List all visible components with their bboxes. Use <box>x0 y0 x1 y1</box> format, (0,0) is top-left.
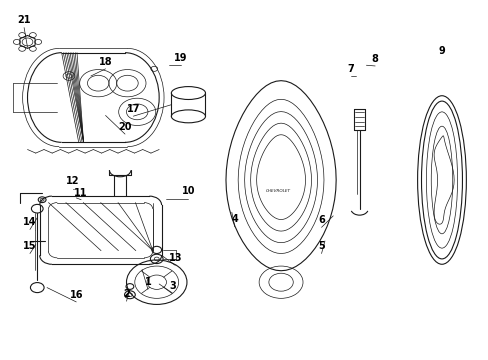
Text: 8: 8 <box>371 54 378 64</box>
Text: 13: 13 <box>168 253 182 263</box>
Text: CHEVROLET: CHEVROLET <box>265 189 290 193</box>
Text: 7: 7 <box>346 64 353 74</box>
Text: 4: 4 <box>231 215 238 224</box>
Text: 11: 11 <box>74 188 88 198</box>
Text: 20: 20 <box>118 122 131 132</box>
Text: 6: 6 <box>318 215 324 225</box>
Text: 3: 3 <box>169 281 175 291</box>
Text: 9: 9 <box>438 46 445 56</box>
Text: 2: 2 <box>123 289 130 299</box>
Text: 15: 15 <box>23 241 37 251</box>
Text: 5: 5 <box>318 241 324 251</box>
Text: 16: 16 <box>69 290 83 300</box>
Text: 14: 14 <box>23 217 37 227</box>
Text: 18: 18 <box>99 57 112 67</box>
Text: 10: 10 <box>182 186 195 197</box>
Text: 19: 19 <box>174 53 187 63</box>
Text: 1: 1 <box>144 277 151 287</box>
Text: 17: 17 <box>126 104 140 114</box>
Text: 21: 21 <box>17 15 31 26</box>
Text: 12: 12 <box>66 176 80 186</box>
